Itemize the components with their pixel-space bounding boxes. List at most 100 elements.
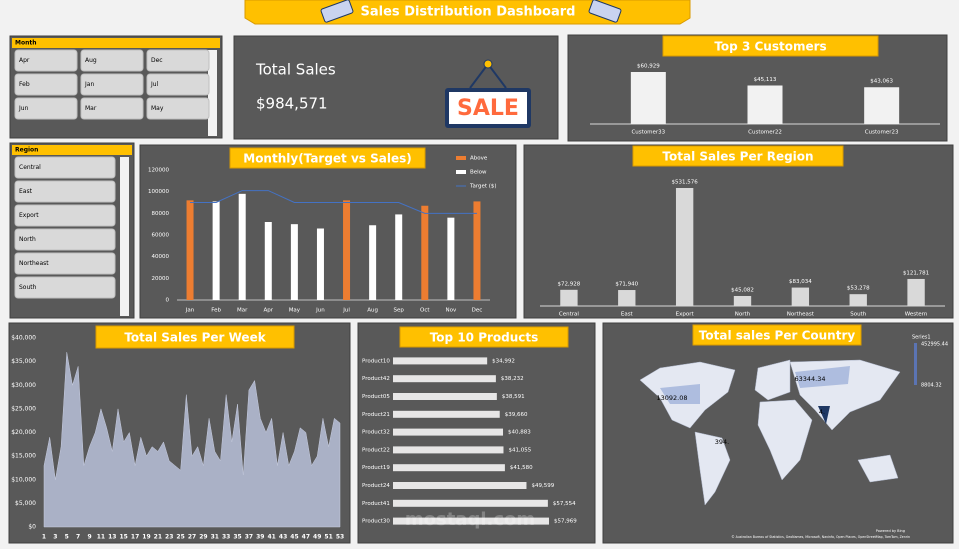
country	[857, 454, 899, 483]
bar	[393, 464, 505, 472]
data-label: $49,599	[531, 483, 554, 489]
x-tick-label: Sep	[394, 308, 405, 314]
data-label: $57,554	[553, 501, 576, 507]
y-tick-label: Product19	[362, 465, 390, 471]
chart-panel	[523, 144, 954, 319]
powered-by: Powered by Bing	[876, 529, 905, 533]
slicer-item-label: Jun	[18, 105, 29, 112]
bar	[393, 393, 497, 400]
sale-sign	[445, 59, 531, 128]
slicer-item[interactable]	[14, 73, 78, 96]
x-tick-label: Jun	[315, 308, 325, 314]
bar	[264, 222, 272, 300]
sale-sign-text: SALE	[457, 96, 519, 121]
y-tick-label: $0	[28, 524, 36, 531]
slicer-item-label: Feb	[19, 81, 30, 88]
tag-icon	[320, 0, 622, 23]
legend-title: Series1	[912, 335, 931, 341]
y-tick-label: $15,000	[11, 453, 36, 460]
bar	[238, 193, 246, 300]
slicer-item[interactable]	[14, 180, 116, 203]
bar	[630, 72, 666, 124]
y-tick-label: $10,000	[11, 476, 36, 483]
slicer-item[interactable]	[146, 97, 210, 120]
target-line	[190, 190, 477, 214]
x-tick-label: Oct	[420, 308, 430, 314]
x-tick-label: 53	[336, 534, 344, 541]
bar	[849, 294, 867, 306]
x-tick-label: 1	[42, 534, 46, 541]
bar	[675, 188, 694, 306]
data-label: $41,580	[510, 465, 533, 471]
slicer-item[interactable]	[14, 228, 116, 251]
slicer-item[interactable]	[146, 49, 210, 72]
country	[694, 431, 731, 506]
x-tick-label: Jul	[342, 308, 350, 314]
x-tick-label: 37	[245, 534, 253, 541]
slicer-item[interactable]	[14, 204, 116, 227]
data-label: $38,232	[501, 376, 524, 382]
chart-title: Monthly(Target vs Sales)	[243, 152, 412, 166]
slicer-item-label: Export	[19, 212, 39, 219]
y-tick-label: Product21	[362, 412, 390, 418]
slicer-item[interactable]	[80, 97, 144, 120]
bar	[747, 85, 783, 124]
bar	[733, 295, 752, 306]
legend-gradient	[914, 343, 917, 385]
slicer-item[interactable]	[80, 49, 144, 72]
bar	[907, 278, 925, 306]
bar	[393, 499, 548, 507]
y-tick-label: 60000	[152, 233, 170, 239]
x-tick-label: Mar	[237, 308, 248, 314]
x-tick-label: Northeast	[787, 312, 815, 318]
y-tick-label: $35,000	[11, 358, 36, 365]
x-tick-label: 31	[211, 534, 219, 541]
y-tick-label: Product30	[362, 519, 390, 525]
x-tick-label: Aug	[367, 308, 378, 314]
data-label: $34,992	[492, 358, 515, 364]
x-tick-label: 17	[131, 534, 139, 541]
slicer-item[interactable]	[14, 97, 78, 120]
kpi-label: Total Sales	[255, 61, 336, 79]
x-tick-label: 25	[176, 534, 184, 541]
bar	[393, 357, 488, 365]
x-tick-label: 47	[302, 534, 310, 541]
x-tick-label: Customer22	[748, 130, 782, 136]
slicer-item-label: Central	[19, 164, 41, 171]
chart-title-tab	[662, 35, 879, 57]
y-tick-label: 100000	[148, 189, 169, 195]
slicer-item[interactable]	[14, 49, 78, 72]
x-tick-label: 33	[222, 534, 230, 541]
x-tick-label: 21	[154, 534, 162, 541]
x-tick-label: Export	[676, 312, 695, 318]
x-tick-label: 51	[324, 534, 332, 541]
y-tick-label: 40000	[152, 254, 170, 260]
x-tick-label: 3	[53, 534, 57, 541]
slicer-item[interactable]	[14, 252, 116, 275]
slicer-item[interactable]	[146, 73, 210, 96]
slicer-item[interactable]	[14, 156, 116, 179]
x-tick-label: 9	[87, 534, 91, 541]
slicer-item[interactable]	[80, 73, 144, 96]
bar	[395, 214, 403, 300]
x-tick-label: 29	[199, 534, 207, 541]
header-banner	[244, 0, 691, 25]
legend-swatch	[456, 170, 466, 174]
y-tick-label: Product22	[362, 447, 390, 453]
slicer-scrollbar	[120, 157, 129, 316]
bar	[864, 87, 900, 124]
data-label: $38,591	[502, 394, 525, 400]
slicer-header	[12, 145, 132, 155]
data-label: $45,082	[731, 287, 754, 293]
slicer-item-label: East	[19, 188, 33, 195]
slicer-item-label: Apr	[19, 57, 30, 64]
x-tick-label: Jan	[185, 308, 195, 314]
bar	[186, 200, 194, 300]
data-label: $83,034	[789, 279, 812, 285]
slicer-item-label: Dec	[151, 57, 163, 64]
attribution: © Australian Bureau of Statistics, GeoNa…	[731, 535, 910, 539]
y-tick-label: 120000	[148, 168, 169, 174]
slicer-item[interactable]	[14, 276, 116, 299]
x-tick-label: 5	[65, 534, 69, 541]
data-label: $40,883	[508, 430, 531, 436]
